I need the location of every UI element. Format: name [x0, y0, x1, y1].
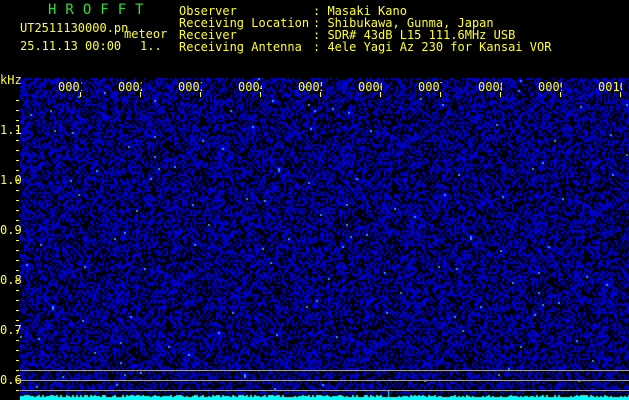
x-tick-label: 0002 — [118, 80, 142, 94]
y-tick — [16, 390, 19, 391]
y-tick-label: 1.0 — [0, 173, 22, 187]
y-tick-label: 1.1 — [0, 123, 22, 137]
x-tick — [260, 92, 261, 97]
y-tick — [16, 290, 19, 291]
datetime: 25.11.13 00:00 — [20, 39, 122, 53]
y-tick — [16, 220, 19, 221]
info-value: : Shibukawa, Gunma, Japan — [313, 16, 494, 30]
info-label: Receiving Location — [179, 16, 310, 30]
y-tick — [16, 190, 19, 191]
mode-label: meteor — [124, 27, 168, 41]
y-tick-label: 0.9 — [0, 223, 22, 237]
file-name: UT2511130000.pn — [20, 21, 129, 35]
x-tick — [500, 92, 501, 97]
waterfall-spectrogram — [20, 78, 629, 400]
x-tick-label: 0010 — [598, 80, 622, 94]
y-tick — [16, 150, 19, 151]
y-tick — [16, 110, 19, 111]
x-tick-label: 0003 — [178, 80, 202, 94]
x-tick — [380, 92, 381, 97]
y-tick — [16, 360, 19, 361]
x-tick-label: 0008 — [478, 80, 502, 94]
x-tick — [560, 92, 561, 97]
x-tick-label: 0009 — [538, 80, 562, 94]
info-value: : Masaki Kano — [313, 4, 407, 18]
y-tick — [16, 310, 19, 311]
info-value: : 4ele Yagi Az 230 for Kansai VOR — [313, 40, 552, 54]
y-tick — [16, 340, 19, 341]
marker-line — [20, 390, 629, 391]
y-tick — [16, 270, 19, 271]
y-tick — [16, 180, 19, 181]
x-tick — [140, 92, 141, 97]
y-tick — [16, 380, 19, 381]
x-tick-label: 0005 — [298, 80, 322, 94]
x-tick — [80, 92, 81, 97]
y-tick — [16, 240, 19, 241]
y-tick — [16, 250, 19, 251]
y-tick — [16, 200, 19, 201]
y-unit-label: kHz — [0, 73, 22, 87]
app-title: HROFFT — [48, 2, 153, 18]
page-indicator: 1.. — [140, 39, 162, 53]
y-tick — [16, 260, 19, 261]
info-label: Receiving Antenna — [179, 40, 302, 54]
y-tick — [16, 370, 19, 371]
y-tick — [16, 160, 19, 161]
marker-line — [20, 370, 629, 371]
y-tick — [16, 350, 19, 351]
y-tick-label: 0.6 — [0, 373, 22, 387]
y-tick — [16, 100, 19, 101]
x-tick — [620, 92, 621, 97]
x-tick — [320, 92, 321, 97]
y-tick — [16, 330, 19, 331]
y-tick — [16, 130, 19, 131]
marker-line — [20, 380, 629, 381]
x-tick — [200, 92, 201, 97]
y-tick — [16, 280, 19, 281]
info-label: Observer — [179, 4, 237, 18]
y-tick — [16, 320, 19, 321]
x-tick — [440, 92, 441, 97]
y-tick — [16, 140, 19, 141]
y-tick — [16, 300, 19, 301]
y-tick — [16, 120, 19, 121]
y-tick — [16, 210, 19, 211]
info-value: : SDR# 43dB L15 111.6MHz USB — [313, 28, 516, 42]
x-tick-label: 0007 — [418, 80, 442, 94]
y-tick-label: 0.8 — [0, 273, 22, 287]
y-tick-label: 0.7 — [0, 323, 22, 337]
x-tick-label: 0004 — [238, 80, 262, 94]
y-tick — [16, 170, 19, 171]
y-tick — [16, 230, 19, 231]
info-label: Receiver — [179, 28, 237, 42]
x-tick-label: 0006 — [358, 80, 382, 94]
